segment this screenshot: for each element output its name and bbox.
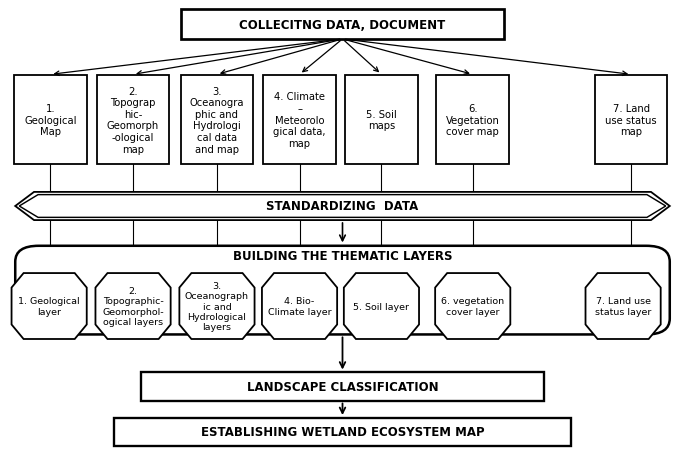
Text: 3.
Oceanograph
ic and
Hydrological
layers: 3. Oceanograph ic and Hydrological layer…	[185, 281, 249, 332]
FancyBboxPatch shape	[182, 10, 503, 40]
FancyBboxPatch shape	[97, 76, 169, 164]
FancyBboxPatch shape	[114, 418, 571, 446]
Text: 6. vegetation
cover layer: 6. vegetation cover layer	[441, 297, 504, 316]
Text: 5. Soil
maps: 5. Soil maps	[366, 110, 397, 131]
Text: STANDARDIZING  DATA: STANDARDIZING DATA	[266, 200, 419, 213]
Polygon shape	[586, 274, 661, 339]
Polygon shape	[262, 274, 337, 339]
FancyBboxPatch shape	[141, 373, 544, 401]
Polygon shape	[15, 193, 670, 220]
FancyBboxPatch shape	[345, 76, 418, 164]
Text: 4. Bio-
Climate layer: 4. Bio- Climate layer	[268, 297, 332, 316]
Text: 5. Soil layer: 5. Soil layer	[353, 302, 410, 311]
Text: 2.
Topograp
hic-
Geomorph
-ological
map: 2. Topograp hic- Geomorph -ological map	[107, 87, 159, 154]
Text: 7. Land
use status
map: 7. Land use status map	[606, 104, 657, 137]
Text: 2.
Topographic-
Geomorphol-
ogical layers: 2. Topographic- Geomorphol- ogical layer…	[102, 286, 164, 326]
Polygon shape	[179, 274, 255, 339]
Polygon shape	[12, 274, 87, 339]
Text: 1. Geological
layer: 1. Geological layer	[18, 297, 80, 316]
FancyBboxPatch shape	[436, 76, 509, 164]
Text: 3.
Oceanogra
phic and
Hydrologi
cal data
and map: 3. Oceanogra phic and Hydrologi cal data…	[190, 87, 245, 154]
FancyBboxPatch shape	[15, 246, 670, 335]
Text: 6.
Vegetation
cover map: 6. Vegetation cover map	[446, 104, 499, 137]
Polygon shape	[344, 274, 419, 339]
FancyBboxPatch shape	[14, 76, 87, 164]
Text: ESTABLISHING WETLAND ECOSYSTEM MAP: ESTABLISHING WETLAND ECOSYSTEM MAP	[201, 425, 484, 438]
FancyBboxPatch shape	[263, 76, 336, 164]
Polygon shape	[435, 274, 510, 339]
Text: 4. Climate
–
Meteorolo
gical data,
map: 4. Climate – Meteorolo gical data, map	[273, 92, 326, 149]
Text: COLLECITNG DATA, DOCUMENT: COLLECITNG DATA, DOCUMENT	[239, 19, 446, 31]
FancyBboxPatch shape	[181, 76, 253, 164]
Text: BUILDING THE THEMATIC LAYERS: BUILDING THE THEMATIC LAYERS	[233, 250, 452, 263]
FancyBboxPatch shape	[595, 76, 667, 164]
Text: 7. Land use
status layer: 7. Land use status layer	[595, 297, 651, 316]
Text: LANDSCAPE CLASSIFICATION: LANDSCAPE CLASSIFICATION	[247, 380, 438, 393]
Text: 1.
Geological
Map: 1. Geological Map	[24, 104, 77, 137]
Polygon shape	[95, 274, 171, 339]
